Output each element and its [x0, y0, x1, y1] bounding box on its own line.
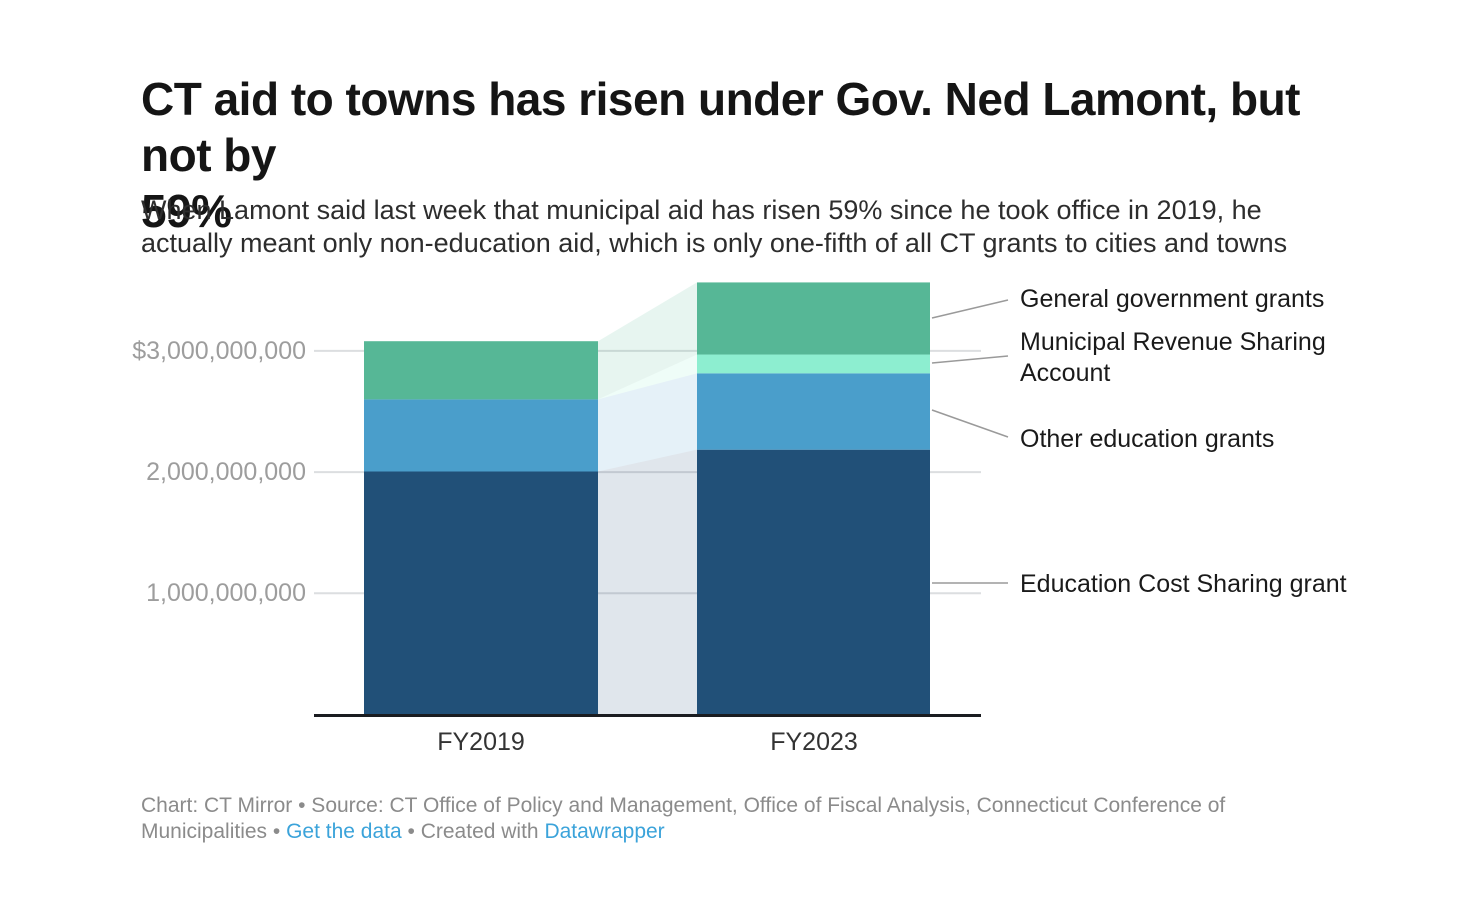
- bar-segment-fy2019-other-education-grants[interactable]: [364, 399, 598, 472]
- legend-label-other-education: Other education grants: [1020, 425, 1275, 453]
- subtitle-line-1: When Lamont said last week that municipa…: [141, 195, 1262, 225]
- legend-label-education-cost-sharing: Education Cost Sharing grant: [1020, 570, 1347, 598]
- legend-leader-lines: [931, 299, 1009, 584]
- page-title: CT aid to towns has risen under Gov. Ned…: [141, 71, 1381, 239]
- leader-line-other-education: [931, 409, 1009, 438]
- page-subtitle: When Lamont said last week that municipa…: [141, 194, 1381, 260]
- bar-segment-fy2023-municipal-revenue-sharing-account[interactable]: [697, 354, 930, 374]
- legend-label-municipal-revenue-sharing: Municipal Revenue Sharing Account: [1020, 328, 1326, 387]
- legend-label-general-government: General government grants: [1020, 285, 1325, 313]
- y-tick-label-1b: 1,000,000,000: [146, 579, 306, 608]
- datawrapper-link[interactable]: Datawrapper: [544, 820, 665, 843]
- bar-segment-fy2019-education-cost-sharing-grant[interactable]: [364, 471, 598, 715]
- leader-line-general-government: [931, 299, 1009, 319]
- y-tick-label-3b: $3,000,000,000: [132, 336, 306, 365]
- footer-created-with: • Created with: [407, 820, 539, 843]
- x-axis-label-fy2023: FY2023: [770, 728, 858, 756]
- title-line-2: 59%: [141, 185, 232, 237]
- bars: [364, 282, 930, 715]
- connector-band-general-government-grants: [598, 282, 697, 400]
- x-axis-label-fy2019: FY2019: [437, 728, 525, 756]
- chart-footer: Chart: CT Mirror • Source: CT Office of …: [141, 793, 1331, 845]
- connector-band-other-education-grants: [598, 373, 697, 472]
- bar-segment-fy2023-other-education-grants[interactable]: [697, 373, 930, 450]
- connector-band-municipal-revenue-sharing-account: [598, 354, 697, 400]
- connector-band-education-cost-sharing-grant: [598, 449, 697, 715]
- bar-segment-fy2023-education-cost-sharing-grant[interactable]: [697, 449, 930, 715]
- leader-line-municipal-revenue-sharing: [931, 355, 1009, 364]
- bar-segment-fy2023-general-government-grants[interactable]: [697, 282, 930, 355]
- subtitle-line-2: actually meant only non-education aid, w…: [141, 228, 1288, 258]
- y-tick-label-2b: 2,000,000,000: [146, 458, 306, 487]
- footer-credit-source: Chart: CT Mirror • Source: CT Office of …: [141, 794, 1226, 843]
- title-line-1: CT aid to towns has risen under Gov. Ned…: [141, 73, 1301, 181]
- bar-segment-fy2019-general-government-grants[interactable]: [364, 341, 598, 400]
- connector-bands: [598, 282, 697, 715]
- get-the-data-link[interactable]: Get the data: [286, 820, 402, 843]
